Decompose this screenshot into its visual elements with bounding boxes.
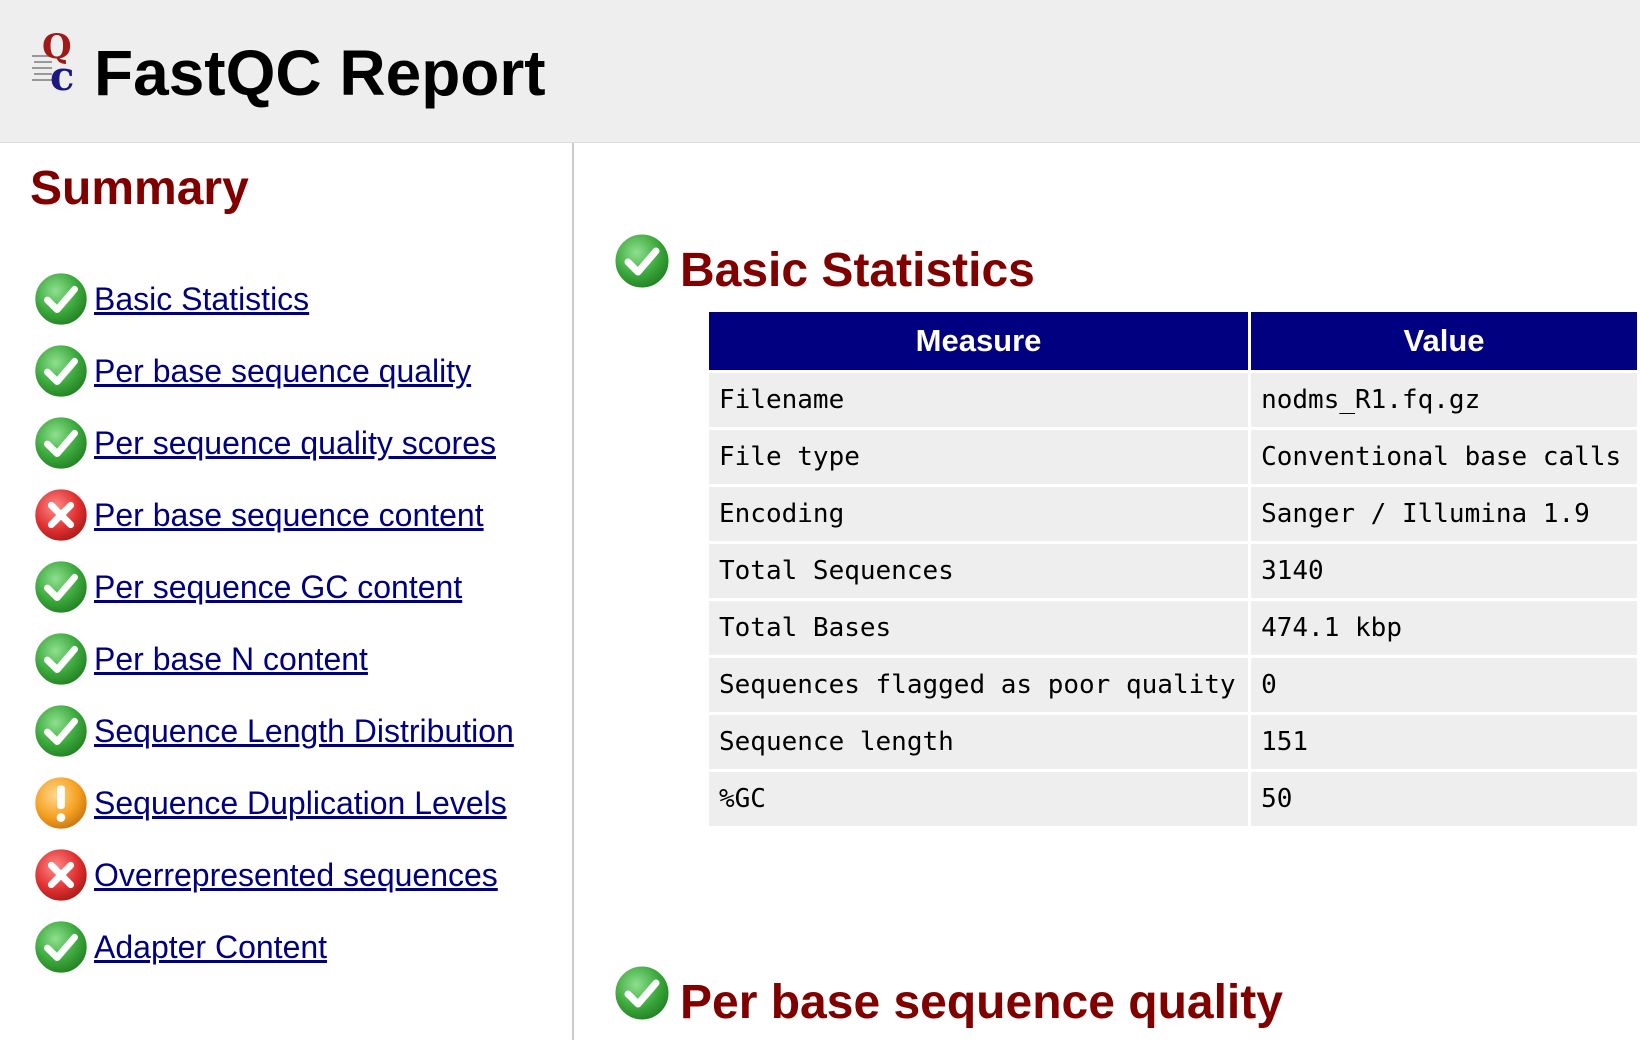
summary-link-sequence-length-distribution[interactable]: Sequence Length Distribution: [94, 713, 514, 749]
pass-check-icon: [610, 229, 674, 293]
value-cell: 3140: [1251, 544, 1637, 598]
basic-statistics-table: Measure Value Filename nodms_R1.fq.gz Fi…: [706, 309, 1640, 829]
column-header-measure: Measure: [709, 312, 1249, 370]
summary-item-per-sequence-gc-content: Per sequence GC content: [30, 551, 514, 623]
section-header-basic-statistics: Basic Statistics: [610, 229, 1035, 297]
value-cell: 50: [1251, 772, 1637, 826]
value-cell: nodms_R1.fq.gz: [1251, 373, 1637, 427]
pass-check-icon: [30, 628, 92, 690]
pass-check-icon: [30, 916, 92, 978]
summary-item-sequence-length-distribution: Sequence Length Distribution: [30, 695, 514, 767]
section-title-per-base-sequence-quality: Per base sequence quality: [680, 976, 1283, 1029]
section-title-basic-statistics: Basic Statistics: [680, 244, 1035, 297]
table-row: Filename nodms_R1.fq.gz: [709, 373, 1637, 427]
fail-cross-icon: [30, 844, 92, 906]
warn-exclamation-icon: [30, 772, 92, 834]
pass-check-icon: [30, 268, 92, 330]
measure-cell: File type: [709, 430, 1249, 484]
value-cell: Sanger / Illumina 1.9: [1251, 487, 1637, 541]
measure-cell: Total Bases: [709, 601, 1249, 655]
value-cell: 0: [1251, 658, 1637, 712]
value-cell: Conventional base calls: [1251, 430, 1637, 484]
summary-list: Basic Statistics Per base sequence quali…: [30, 263, 514, 983]
table-row: %GC 50: [709, 772, 1637, 826]
page-title: FastQC Report: [94, 37, 546, 109]
column-header-value: Value: [1251, 312, 1637, 370]
summary-link-per-base-sequence-quality[interactable]: Per base sequence quality: [94, 353, 472, 389]
pass-check-icon: [610, 961, 674, 1025]
summary-item-per-base-n-content: Per base N content: [30, 623, 514, 695]
summary-item-overrepresented-sequences: Overrepresented sequences: [30, 839, 514, 911]
summary-item-sequence-duplication-levels: Sequence Duplication Levels: [30, 767, 514, 839]
pass-check-icon: [30, 412, 92, 474]
summary-sidebar: Summary Basic Statistics Per base sequen…: [0, 143, 574, 1040]
fail-cross-icon: [30, 484, 92, 546]
measure-cell: Sequence length: [709, 715, 1249, 769]
table-row: Sequence length 151: [709, 715, 1637, 769]
measure-cell: %GC: [709, 772, 1249, 826]
table-row: File type Conventional base calls: [709, 430, 1637, 484]
summary-item-per-base-sequence-content: Per base sequence content: [30, 479, 514, 551]
measure-cell: Total Sequences: [709, 544, 1249, 598]
measure-cell: Filename: [709, 373, 1249, 427]
table-row: Sequences flagged as poor quality 0: [709, 658, 1637, 712]
pass-check-icon: [30, 700, 92, 762]
summary-item-per-sequence-quality-scores: Per sequence quality scores: [30, 407, 514, 479]
report-main: Basic Statistics Measure Value Filename …: [576, 143, 1640, 1040]
summary-link-basic-statistics[interactable]: Basic Statistics: [94, 281, 310, 317]
svg-text:c: c: [50, 53, 74, 98]
measure-cell: Sequences flagged as poor quality: [709, 658, 1249, 712]
report-header: Q c FastQC Report: [0, 0, 1640, 143]
table-row: Total Bases 474.1 kbp: [709, 601, 1637, 655]
summary-link-per-base-sequence-content[interactable]: Per base sequence content: [94, 497, 484, 533]
summary-link-adapter-content[interactable]: Adapter Content: [94, 929, 328, 965]
pass-check-icon: [30, 556, 92, 618]
svg-text:Q: Q: [42, 28, 72, 67]
measure-cell: Encoding: [709, 487, 1249, 541]
summary-item-adapter-content: Adapter Content: [30, 911, 514, 983]
summary-link-sequence-duplication-levels[interactable]: Sequence Duplication Levels: [94, 785, 507, 821]
table-row: Encoding Sanger / Illumina 1.9: [709, 487, 1637, 541]
summary-link-per-sequence-quality-scores[interactable]: Per sequence quality scores: [94, 425, 496, 461]
summary-link-per-base-n-content[interactable]: Per base N content: [94, 641, 368, 677]
summary-heading: Summary: [30, 162, 249, 215]
summary-item-per-base-sequence-quality: Per base sequence quality: [30, 335, 514, 407]
summary-item-basic-statistics: Basic Statistics: [30, 263, 514, 335]
value-cell: 474.1 kbp: [1251, 601, 1637, 655]
value-cell: 151: [1251, 715, 1637, 769]
fastqc-logo-icon: Q c: [32, 28, 74, 98]
section-header-per-base-sequence-quality: Per base sequence quality: [610, 961, 1283, 1029]
summary-link-overrepresented-sequences[interactable]: Overrepresented sequences: [94, 857, 498, 893]
pass-check-icon: [30, 340, 92, 402]
table-row: Total Sequences 3140: [709, 544, 1637, 598]
summary-link-per-sequence-gc-content[interactable]: Per sequence GC content: [94, 569, 463, 605]
table-header-row: Measure Value: [709, 312, 1637, 370]
